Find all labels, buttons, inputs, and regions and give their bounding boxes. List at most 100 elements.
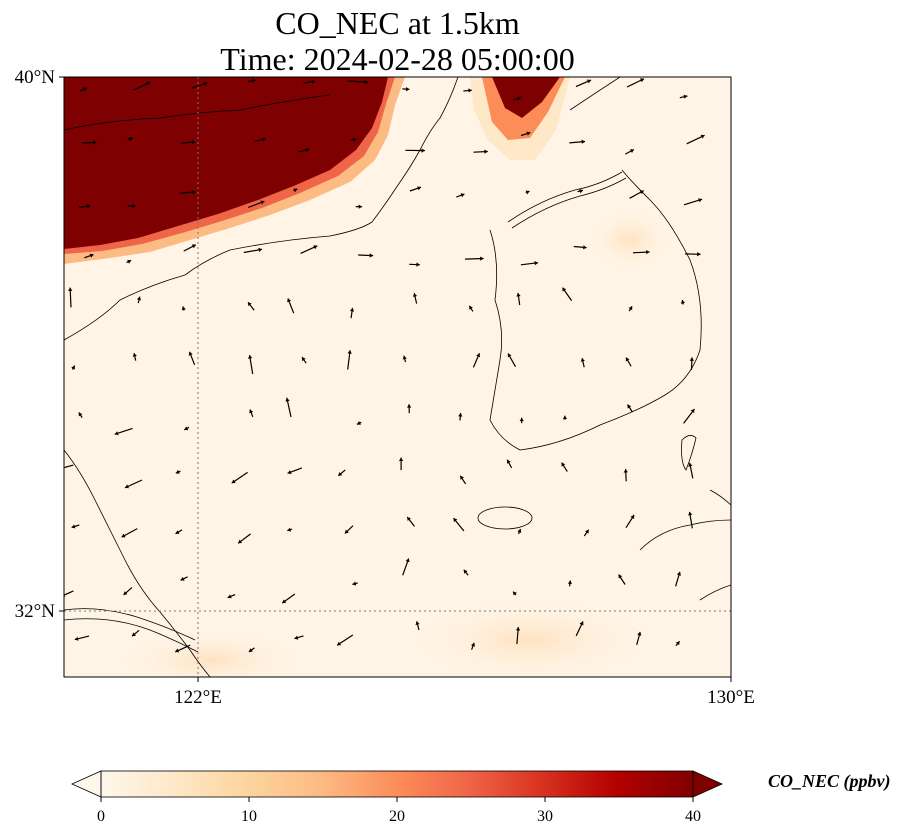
wind-arrow-head [417, 186, 421, 191]
wind-arrow-head [305, 147, 310, 153]
wind-arrow-head [517, 529, 522, 533]
map-frame [63, 76, 732, 678]
wind-arrow-head [184, 426, 189, 431]
lat-label-32: 32°N [15, 601, 56, 622]
concentration-blotch [120, 630, 300, 677]
concentration-field [64, 77, 731, 677]
wind-arrow-head [252, 78, 256, 83]
wind-arrow-head [249, 409, 254, 414]
wind-arrow-head [191, 140, 196, 145]
wind-arrow-head [358, 204, 363, 209]
wind-arrow-head [460, 193, 465, 198]
wind-arrow-head [261, 137, 266, 142]
wind-arrow-head [129, 136, 133, 142]
yangtze-estuary [64, 618, 199, 653]
wind-arrow-head [646, 250, 650, 255]
wind-arrow-head [181, 306, 186, 311]
wind-arrow-head [352, 137, 357, 142]
wind-arrow-head [480, 256, 484, 261]
wind-arrow-head [302, 357, 306, 362]
wind-arrow-head [294, 635, 299, 640]
wind-vectors [64, 78, 705, 653]
wind-arrow-head [175, 530, 180, 534]
wind-arrow-head [516, 293, 521, 297]
wind-arrow-head [192, 190, 196, 195]
wind-arrow-head [405, 87, 410, 92]
wind-arrow-head [623, 469, 628, 473]
wind-arrow-head [203, 81, 208, 86]
wind-arrow-head [71, 365, 75, 370]
wind-arrow-head [415, 621, 420, 626]
wind-arrow-head [132, 632, 136, 637]
wind-arrow-head [344, 529, 349, 534]
colorbar-gradient [101, 771, 693, 797]
wind-arrow-head [287, 298, 292, 303]
wind-arrow-head [689, 357, 694, 361]
wind-arrow-head [412, 293, 418, 297]
wind-arrow-head [74, 636, 79, 641]
yangtze-estuary [64, 608, 196, 641]
wind-arrow-head [121, 533, 126, 538]
map-title: CO_NEC at 1.5km [275, 5, 520, 41]
wind-arrow-head [175, 648, 180, 653]
wind-arrow-head [581, 139, 585, 144]
wind-arrow-head [146, 81, 151, 86]
colorbar-tick-label: 20 [389, 808, 405, 825]
wind-arrow-head [175, 469, 180, 474]
wind-arrow-head [460, 475, 464, 480]
wind-arrow-head [136, 296, 142, 301]
wind-arrow-head [637, 631, 642, 636]
wind-arrow-head [567, 580, 572, 585]
coastline-china-east [64, 449, 211, 677]
wind-arrow-head [583, 245, 587, 250]
colorbar-extend-high [692, 770, 723, 798]
wind-arrow-head [123, 591, 128, 595]
lon-label-130: 130°E [707, 687, 755, 708]
wind-arrow-head [337, 641, 342, 646]
wind-arrow-head [349, 307, 355, 312]
jeju-island [477, 506, 533, 530]
wind-arrow-head [519, 417, 524, 422]
wind-arrow-head [364, 79, 368, 85]
wind-arrow-head [683, 94, 688, 99]
wind-arrow-head [507, 353, 512, 358]
coastline-china-north [64, 77, 459, 341]
wind-arrow-head [421, 148, 425, 153]
wind-arrow-head [132, 353, 137, 357]
wind-arrow-head [285, 397, 290, 402]
colorbar-tick-label: 40 [685, 808, 701, 825]
wind-arrow-head [515, 627, 521, 631]
wind-arrow-head [680, 300, 685, 304]
korea-border [511, 177, 627, 229]
plume-core [64, 77, 388, 249]
concentration-blotch [590, 210, 670, 270]
wind-arrow-head [471, 642, 475, 647]
wind-arrow-head [630, 515, 635, 519]
gridlines [64, 77, 731, 677]
wind-arrow-head [484, 149, 488, 154]
wind-arrow-head [132, 203, 136, 209]
wind-arrow-head [402, 355, 407, 360]
coastline-korea [489, 169, 702, 451]
colorbar-tick-label: 0 [97, 808, 105, 825]
lat-label-40: 40°N [15, 67, 56, 88]
wind-arrow-head [627, 404, 632, 409]
wind-arrow-head [258, 247, 262, 252]
colorbar: 0 10 20 30 40 CO_NEC (ppbv) [71, 770, 891, 825]
wind-arrow-head [127, 259, 132, 264]
wind-arrow-head [407, 404, 412, 408]
map-timestamp: Time: 2024-02-28 05:00:00 [220, 41, 575, 77]
wind-arrow-head [68, 287, 73, 291]
wind-arrow-head [561, 462, 566, 467]
wind-arrow-head [525, 190, 530, 195]
korea-border [507, 171, 623, 223]
wind-arrow-head [688, 511, 693, 516]
wind-arrow-head [579, 189, 583, 194]
wind-arrow-head [618, 574, 623, 579]
coastlines [64, 77, 731, 677]
wind-arrow-head [352, 581, 357, 586]
wind-arrow-head [248, 355, 253, 359]
wind-arrow-head [347, 350, 352, 354]
wind-arrow-head [407, 517, 411, 521]
